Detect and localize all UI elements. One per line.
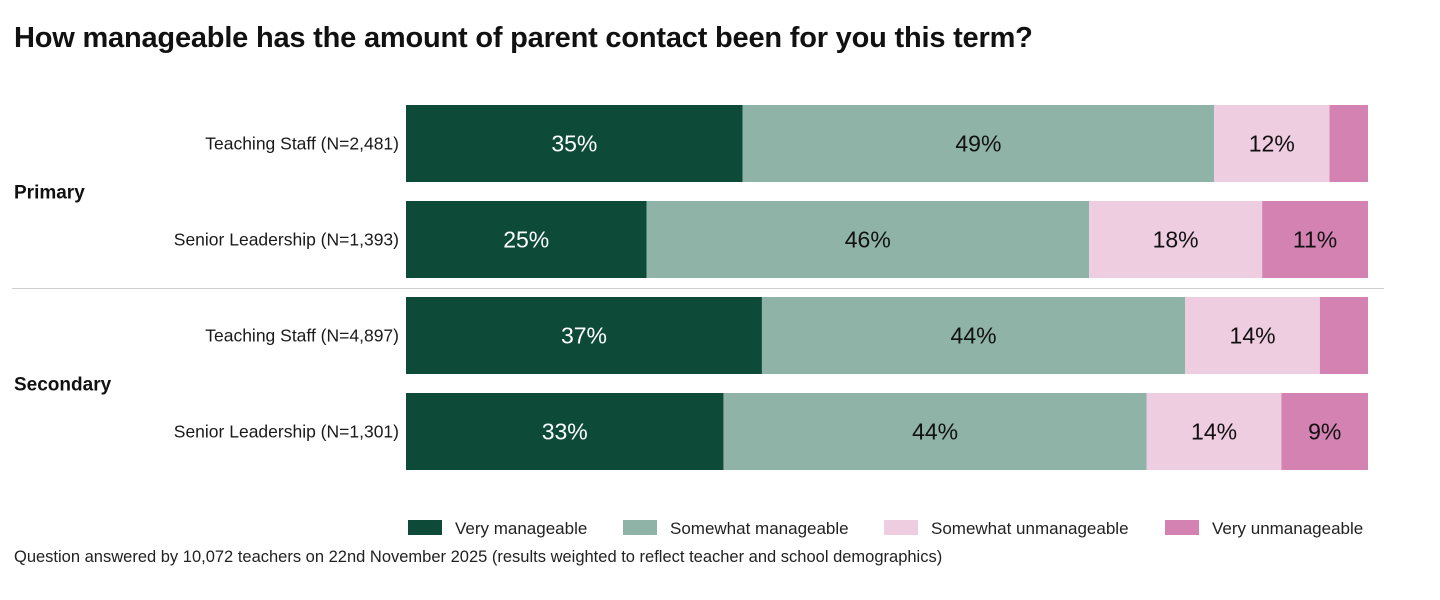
data-label: 12% (1249, 131, 1295, 157)
legend-swatch (408, 520, 442, 535)
data-label: 46% (845, 227, 891, 253)
data-label: 49% (955, 131, 1001, 157)
group-label: Primary (14, 183, 85, 204)
legend-label: Very manageable (455, 519, 587, 538)
chart-footnote: Question answered by 10,072 teachers on … (14, 548, 943, 566)
data-label: 25% (503, 227, 549, 253)
data-label: 9% (1308, 419, 1341, 445)
bar-segment-2-1-4 (1319, 297, 1368, 374)
legend-swatch (884, 520, 918, 535)
data-label: 35% (551, 131, 597, 157)
bar-segment-1-2-4 (1262, 201, 1368, 278)
bar-segment-1-2-1 (406, 201, 647, 278)
group-label: Secondary (14, 375, 112, 396)
chart-title: How manageable has the amount of parent … (14, 22, 1033, 54)
bar-segment-2-2-1 (406, 393, 724, 470)
bar-segment-1-1-1 (406, 105, 743, 182)
bar-segment-1-2-3 (1089, 201, 1263, 278)
bar-segment-1-2-2 (646, 201, 1090, 278)
legend-swatch (1165, 520, 1199, 535)
bar-segment-1-1-3 (1214, 105, 1330, 182)
bar-segment-1-1-4 (1329, 105, 1368, 182)
row-label: Senior Leadership (N=1,301) (174, 422, 399, 442)
row-label: Senior Leadership (N=1,393) (174, 230, 399, 250)
data-label: 18% (1153, 227, 1199, 253)
data-label: 14% (1191, 419, 1237, 445)
bar-segment-2-1-3 (1185, 297, 1320, 374)
bar-segment-2-2-2 (723, 393, 1147, 470)
data-label: 14% (1230, 323, 1276, 349)
data-label: 44% (912, 419, 958, 445)
row-label: Teaching Staff (N=2,481) (205, 134, 399, 154)
data-label: 33% (542, 419, 588, 445)
data-label: 11% (1293, 227, 1337, 253)
bar-segment-2-1-2 (761, 297, 1186, 374)
bar-segment-2-2-4 (1281, 393, 1368, 470)
bar-segment-1-1-2 (742, 105, 1215, 182)
row-label: Teaching Staff (N=4,897) (205, 326, 399, 346)
bar-segment-2-1-1 (406, 297, 762, 374)
bar-segment-2-2-3 (1146, 393, 1282, 470)
legend-label: Somewhat unmanageable (931, 519, 1129, 538)
legend-swatch (623, 520, 657, 535)
legend-label: Somewhat manageable (670, 519, 849, 538)
legend-label: Very unmanageable (1212, 519, 1363, 538)
data-label: 44% (951, 323, 997, 349)
data-label: 37% (561, 323, 607, 349)
